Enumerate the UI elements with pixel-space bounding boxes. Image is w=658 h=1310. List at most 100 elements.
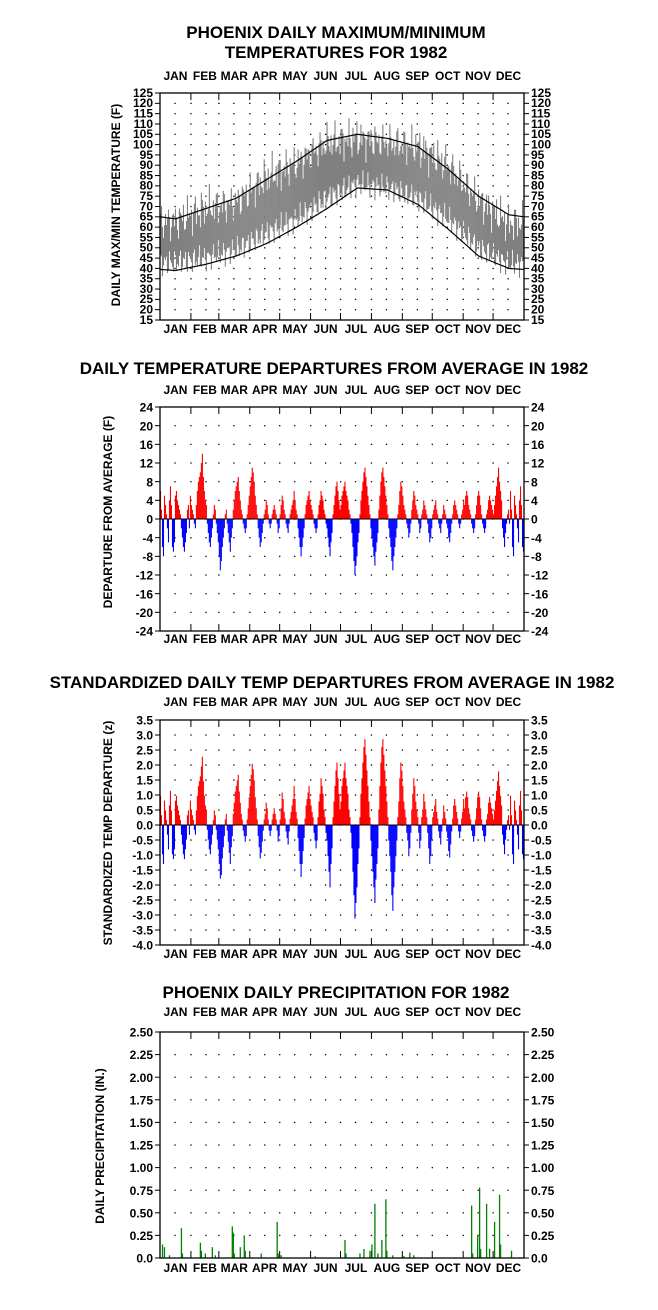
grid-dot	[416, 481, 418, 483]
grid-dot	[507, 1076, 509, 1078]
grid-dot	[385, 914, 388, 916]
grid-dot	[294, 1189, 296, 1191]
grid-dot	[233, 884, 235, 886]
grid-dot	[205, 1189, 207, 1191]
grid-dot	[174, 278, 176, 280]
grid-dot	[401, 854, 404, 856]
grid-dot	[233, 854, 235, 856]
grid-dot	[370, 794, 373, 796]
grid-dot	[446, 929, 448, 931]
grid-dot	[431, 779, 433, 781]
grid-dot	[401, 309, 404, 311]
grid-dot	[279, 133, 281, 135]
grid-dot	[477, 247, 479, 249]
grid-dot	[218, 164, 220, 166]
grid-dot	[249, 1167, 251, 1169]
grid-dot	[218, 869, 220, 871]
grid-dot	[477, 884, 479, 886]
grid-dot	[309, 1167, 312, 1169]
grid-dot	[507, 854, 509, 856]
grid-dot	[477, 854, 479, 856]
y-tick-label-left: -2.5	[132, 894, 153, 908]
grid-dot	[324, 555, 327, 558]
grid-dot	[507, 462, 509, 464]
grid-dot	[507, 288, 509, 290]
grid-dot	[507, 443, 509, 446]
grid-dot	[507, 839, 509, 841]
month-label-bottom: JAN	[163, 632, 187, 646]
grid-dot	[294, 839, 296, 841]
grid-dot	[249, 481, 251, 483]
grid-dot	[249, 1234, 251, 1237]
month-label-bottom: AUG	[374, 947, 401, 961]
grid-dot	[492, 298, 494, 301]
grid-dot	[218, 914, 220, 916]
month-label-top: JUL	[345, 69, 368, 83]
grid-dot	[492, 443, 494, 446]
grid-dot	[446, 914, 448, 916]
grid-dot	[279, 462, 281, 464]
grid-dot	[446, 1212, 448, 1214]
grid-dot	[279, 123, 281, 125]
grid-dot	[324, 443, 327, 446]
grid-dot	[446, 154, 448, 156]
chart3-grid	[174, 734, 509, 931]
grid-dot	[218, 113, 220, 115]
y-tick-label-left: 0.75	[130, 1184, 154, 1198]
grid-dot	[446, 779, 448, 781]
grid-dot	[279, 1167, 281, 1169]
grid-dot	[492, 1144, 494, 1146]
grid-dot	[416, 1121, 418, 1124]
grid-dot	[462, 574, 464, 576]
grid-dot	[249, 839, 251, 841]
grid-dot	[218, 462, 220, 464]
grid-dot	[370, 809, 373, 811]
grid-dot	[233, 113, 235, 115]
grid-dot	[492, 288, 494, 290]
grid-dot	[339, 611, 342, 614]
grid-dot	[294, 1076, 296, 1078]
grid-dot	[339, 113, 342, 115]
grid-dot	[218, 794, 220, 796]
grid-dot	[264, 537, 266, 539]
grid-dot	[446, 574, 448, 576]
grid-dot	[233, 839, 235, 841]
grid-dot	[294, 537, 296, 539]
grid-dot	[462, 1099, 464, 1101]
month-label-bottom: SEP	[405, 947, 429, 961]
grid-dot	[324, 102, 327, 105]
month-label-top: OCT	[435, 383, 461, 397]
grid-dot	[431, 113, 433, 115]
grid-dot	[401, 1234, 404, 1237]
grid-dot	[401, 1121, 404, 1124]
grid-dot	[354, 809, 357, 811]
grid-dot	[174, 288, 176, 290]
y-tick-label-left: 1.25	[130, 1139, 154, 1153]
grid-dot	[205, 1054, 207, 1056]
grid-dot	[190, 839, 192, 841]
y-tick-label-left: 125	[133, 86, 153, 100]
grid-dot	[354, 236, 357, 239]
grid-dot	[354, 226, 357, 228]
y-tick-label-right: 2.00	[531, 1071, 555, 1085]
grid-dot	[370, 749, 373, 751]
month-label-bottom: APR	[252, 1261, 278, 1275]
y-tick-label-left: 35	[140, 272, 154, 286]
grid-dot	[462, 133, 464, 135]
grid-dot	[279, 779, 281, 781]
grid-dot	[205, 899, 207, 901]
grid-dot	[385, 257, 388, 259]
month-label-top: JUL	[345, 695, 368, 709]
grid-dot	[416, 1212, 418, 1214]
grid-dot	[370, 1054, 373, 1056]
grid-dot	[309, 309, 312, 311]
grid-dot	[507, 809, 509, 811]
grid-dot	[385, 1121, 388, 1124]
grid-dot	[205, 574, 207, 576]
grid-dot	[190, 611, 192, 614]
grid-dot	[462, 749, 464, 751]
grid-dot	[416, 247, 418, 249]
month-label-top: JAN	[163, 69, 187, 83]
y-tick-label-left: 20	[140, 303, 154, 317]
chart3-ylabel: STANDARDIZED TEMP DEPARTURE (z)	[101, 721, 115, 946]
